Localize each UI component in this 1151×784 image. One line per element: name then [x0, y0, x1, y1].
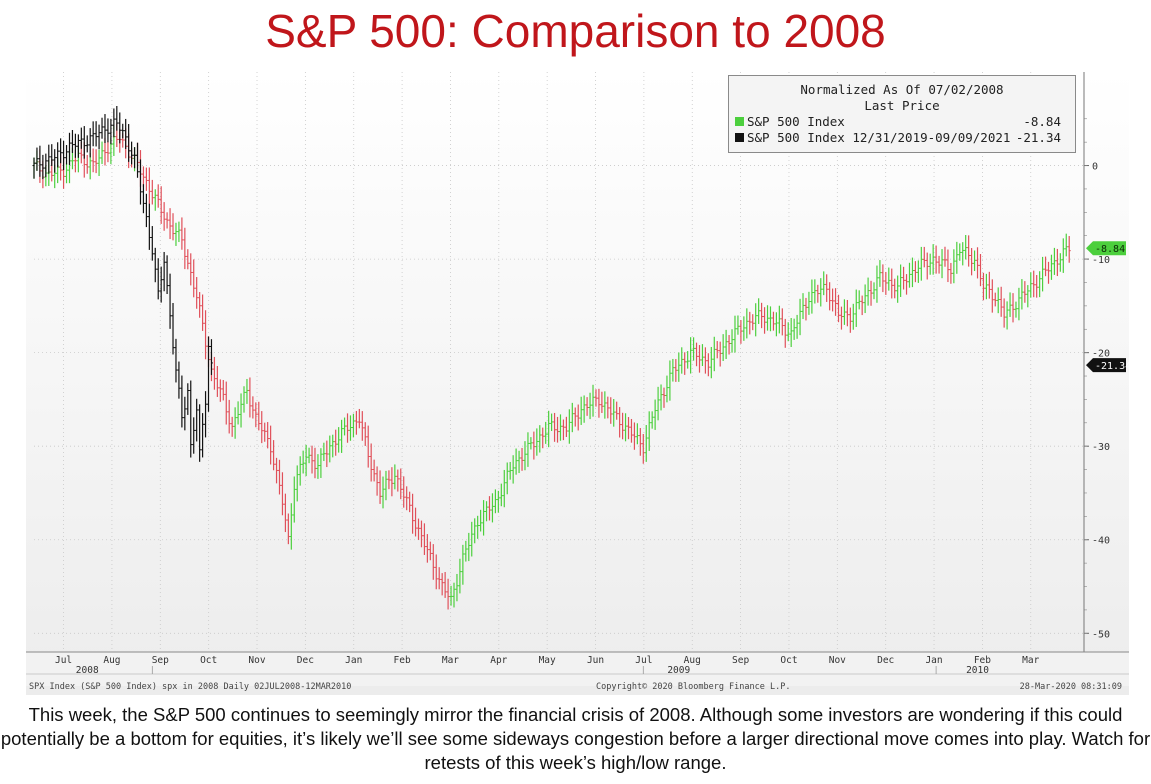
x-tick-label: Sep: [152, 655, 169, 666]
x-tick-label: May: [539, 655, 556, 666]
black-square-icon: [735, 133, 744, 142]
x-tick-label: Apr: [490, 655, 507, 666]
x-tick-label: Jun: [587, 655, 604, 666]
x-tick-label: Dec: [297, 655, 314, 666]
caption-text: This week, the S&P 500 continues to seem…: [0, 704, 1151, 773]
x-tick-label: Sep: [732, 655, 749, 666]
legend: Normalized As Of 07/02/2008 Last Price S…: [728, 75, 1076, 153]
axis-layer: 0 -10 -20 -30 -40 -50 Jul Aug Sep Oct Nov Dec Jan Feb…: [26, 72, 1129, 686]
x-tick-label: Oct: [780, 655, 797, 666]
x-year-label: 2009: [667, 665, 690, 676]
green-square-icon: [735, 117, 744, 126]
footer-center: Copyright© 2020 Bloomberg Finance L.P.: [596, 682, 790, 692]
x-tick-label: Feb: [974, 655, 991, 666]
end-value-label: -21.34: [1095, 361, 1129, 372]
x-tick-label: Aug: [103, 655, 120, 666]
x-tick-label: Aug: [684, 655, 701, 666]
legend-item-black: S&P 500 Index 12/31/2019-09/09/2021 -21.…: [729, 130, 1075, 146]
footer-right: 28-Mar-2020 08:31:09: [1020, 682, 1122, 692]
chart-svg: 0 -10 -20 -30 -40 -50 Jul Aug Sep Oct Nov Dec Jan Feb…: [26, 70, 1129, 695]
end-value-flag: [1086, 358, 1126, 373]
legend-item-label: S&P 500 Index: [747, 114, 845, 129]
legend-item-label: S&P 500 Index 12/31/2019-09/09/2021: [747, 130, 1011, 145]
y-tick-label: 0: [1092, 162, 1098, 173]
y-tick-label: -10: [1092, 255, 1110, 266]
x-tick-label: Nov: [829, 655, 846, 666]
x-year-label: 2008: [76, 665, 99, 676]
y-tick-label: -30: [1092, 442, 1110, 453]
x-tick-label: Dec: [877, 655, 894, 666]
x-tick-label: Jul: [55, 655, 72, 666]
legend-item-value: -8.84: [1023, 114, 1061, 129]
y-tick-label: -50: [1092, 629, 1110, 640]
series-layer: [32, 105, 1071, 610]
x-tick-label: Mar: [442, 655, 459, 666]
end-value-flag: [1086, 241, 1126, 256]
x-tick-label: Mar: [1022, 655, 1039, 666]
chart-area: 0 -10 -20 -30 -40 -50 Jul Aug Sep Oct Nov Dec Jan Feb…: [26, 70, 1129, 695]
y-tick-label: -20: [1092, 349, 1110, 360]
legend-header-line2: Last Price: [864, 98, 940, 113]
end-value-label: -8.84: [1095, 244, 1125, 255]
x-tick-label: Jul: [635, 655, 652, 666]
legend-item-green: S&P 500 Index -8.84: [729, 114, 1075, 130]
x-tick-label: Oct: [200, 655, 217, 666]
chart-title: S&P 500: Comparison to 2008: [265, 5, 886, 57]
footer-left: SPX Index (S&P 500 Index) spx in 2008 Da…: [29, 682, 351, 692]
x-tick-label: Jan: [925, 655, 942, 666]
legend-header-line1: Normalized As Of 07/02/2008: [800, 82, 1004, 97]
x-year-label: 2010: [966, 665, 989, 676]
chart-background: [26, 70, 1129, 695]
x-tick-label: Feb: [394, 655, 411, 666]
x-tick-label: Nov: [248, 655, 265, 666]
x-axis-band: [26, 652, 1129, 686]
legend-item-value: -21.34: [1015, 130, 1061, 145]
y-tick-label: -40: [1092, 536, 1110, 547]
x-tick-label: Jan: [345, 655, 362, 666]
